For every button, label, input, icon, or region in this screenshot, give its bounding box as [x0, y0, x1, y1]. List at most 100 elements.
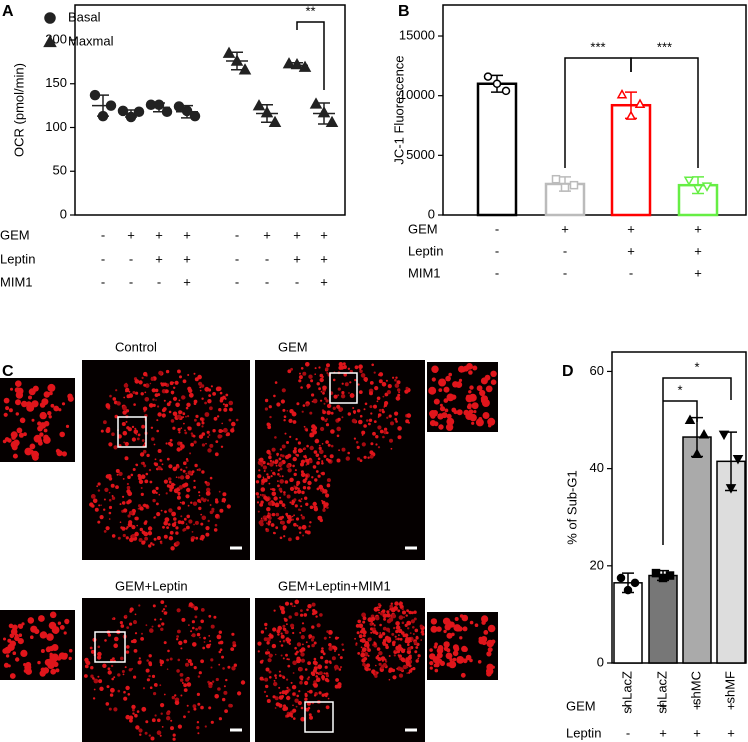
mitochondria — [59, 431, 65, 438]
mitochondria — [65, 424, 70, 428]
mitochondria — [272, 695, 276, 699]
mitochondria — [9, 633, 15, 639]
mitochondria — [215, 386, 221, 392]
mitochondria — [129, 537, 134, 543]
mitochondria — [257, 650, 260, 653]
mitochondria — [127, 514, 131, 518]
mitochondria — [188, 624, 190, 626]
mitochondria — [413, 610, 417, 614]
mitochondria — [120, 526, 123, 529]
mitochondria — [393, 654, 396, 657]
mitochondria — [356, 631, 360, 635]
mitochondria — [227, 665, 231, 669]
mitochondria — [190, 432, 194, 435]
mitochondria — [148, 661, 152, 665]
mitochondria — [186, 487, 191, 493]
mitochondria — [268, 423, 271, 426]
mitochondria — [262, 465, 267, 470]
mitochondria — [327, 443, 331, 447]
mitochondria — [294, 504, 298, 508]
mitochondria — [199, 417, 204, 421]
mitochondria — [311, 393, 315, 397]
mitochondria — [486, 651, 492, 657]
plot-frame — [442, 4, 747, 216]
mitochondria — [290, 367, 293, 371]
mitochondria — [175, 531, 179, 535]
mitochondria — [200, 619, 204, 624]
mitochondria — [280, 399, 285, 404]
mitochondria — [359, 368, 362, 371]
mitochondria — [292, 631, 295, 635]
data-point — [684, 414, 696, 424]
mitochondria — [185, 523, 188, 525]
mitochondria — [323, 636, 327, 640]
mitochondria — [203, 636, 207, 640]
condition-value: - — [265, 274, 269, 289]
mitochondria — [109, 394, 112, 398]
mitochondria — [107, 667, 111, 671]
data-point — [732, 454, 744, 465]
mitochondria — [452, 644, 459, 651]
mitochondria — [283, 706, 289, 711]
mitochondria — [398, 634, 400, 637]
mitochondria — [367, 648, 371, 652]
mitochondria — [410, 619, 415, 624]
mitochondria — [323, 507, 325, 509]
mitochondria — [284, 480, 289, 484]
mitochondria — [277, 484, 280, 488]
mitochondria — [152, 604, 156, 608]
mitochondria — [123, 396, 126, 399]
mitochondria — [191, 470, 195, 473]
mitochondria — [355, 643, 358, 646]
mitochondria — [12, 624, 18, 631]
mitochondria — [151, 625, 154, 628]
mitochondria — [30, 625, 38, 633]
mitochondria — [298, 375, 303, 380]
mitochondria — [188, 602, 194, 607]
mitochondria — [380, 665, 385, 670]
mitochondria — [338, 449, 340, 452]
mitochondria — [482, 412, 490, 419]
mitochondria — [412, 626, 415, 629]
mitochondria — [405, 614, 408, 617]
mitochondria — [366, 646, 370, 649]
mitochondria — [298, 690, 301, 693]
mitochondria — [325, 367, 329, 371]
mitochondria — [3, 412, 8, 417]
mitochondria — [479, 389, 486, 397]
mitochondria — [273, 496, 278, 501]
mitochondria — [120, 624, 125, 628]
mitochondria — [43, 428, 48, 433]
mitochondria — [280, 644, 284, 647]
mitochondria — [97, 675, 100, 678]
mitochondria — [263, 637, 268, 642]
mitochondria — [193, 523, 196, 526]
mitochondria — [39, 631, 47, 639]
mitochondria — [197, 732, 200, 735]
data-point — [630, 578, 640, 588]
mitochondria — [286, 494, 291, 499]
mitochondria — [199, 389, 202, 392]
data-point — [725, 484, 737, 494]
mitochondria — [420, 630, 425, 634]
mitochondria — [199, 386, 202, 389]
mitochondria — [159, 459, 162, 462]
mitochondria — [383, 427, 388, 431]
mitochondria — [187, 426, 191, 430]
mitochondria — [269, 415, 272, 419]
mitochondria — [61, 451, 67, 457]
mitochondria — [369, 391, 373, 396]
mitochondria — [161, 408, 166, 413]
mitochondria — [263, 690, 267, 694]
mitochondria — [456, 656, 465, 664]
mitochondria — [264, 407, 268, 411]
mitochondria — [404, 639, 409, 644]
mitochondria — [133, 403, 136, 406]
mitochondria — [462, 658, 468, 664]
mitochondria — [177, 520, 182, 524]
mitochondria — [336, 434, 340, 438]
mitochondria — [197, 702, 201, 706]
mitochondria — [293, 522, 297, 527]
mitochondria — [360, 638, 366, 643]
mitochondria — [123, 383, 129, 388]
